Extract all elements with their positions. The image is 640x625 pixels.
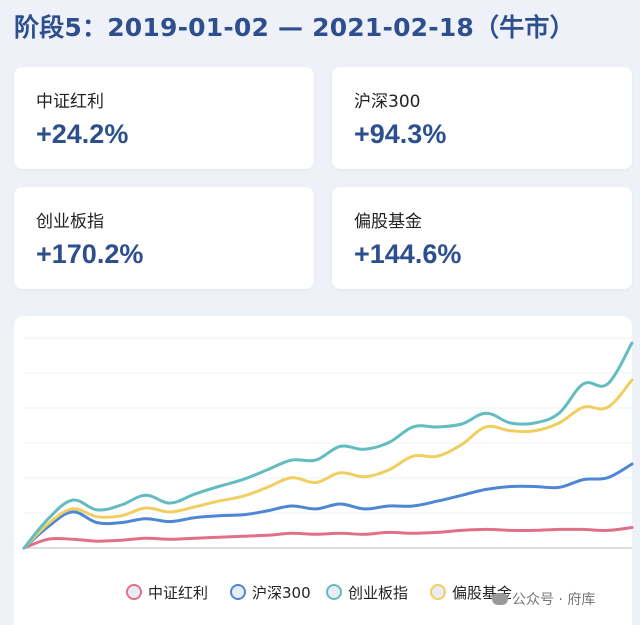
chart-panel: [14, 316, 632, 625]
legend-label: 创业板指: [348, 583, 409, 602]
series-line-2: [22, 341, 634, 550]
page-title: 阶段5：2019-01-02 — 2021-02-18（牛市）: [14, 13, 575, 42]
series-line-3: [22, 378, 634, 550]
stat-card-label: 偏股基金: [354, 212, 422, 232]
stat-card-label: 沪深300: [354, 92, 421, 112]
legend-label: 沪深300: [252, 583, 311, 602]
legend-swatch: [430, 584, 446, 600]
legend-swatch: [326, 584, 342, 600]
watermark-text: 公众号 · 府库: [512, 592, 596, 608]
stat-card-equity-fund: 偏股基金 +144.6%: [332, 187, 632, 289]
legend-label: 中证红利: [148, 583, 209, 602]
wechat-icon: [492, 593, 508, 605]
watermark: 公众号 · 府库: [492, 589, 595, 609]
legend-swatch: [230, 584, 246, 600]
chart-series: [22, 341, 634, 550]
stat-card-csi300: 沪深300 +94.3%: [332, 67, 632, 169]
stat-card-chinext: 创业板指 +170.2%: [14, 187, 314, 289]
stat-card-value: +24.2%: [36, 119, 129, 149]
chart-legend: 中证红利 沪深300 创业板指 偏股基金: [0, 580, 640, 604]
legend-item[interactable]: 创业板指: [326, 580, 408, 604]
legend-item[interactable]: 中证红利: [126, 580, 208, 604]
series-line-1: [22, 462, 634, 550]
legend-swatch: [126, 584, 142, 600]
stat-card-value: +94.3%: [354, 119, 447, 149]
series-line-0: [22, 526, 634, 550]
stat-card-label: 创业板指: [36, 212, 104, 232]
stat-card-label: 中证红利: [36, 92, 104, 112]
stat-card-dividend: 中证红利 +24.2%: [14, 67, 314, 169]
stat-card-value: +170.2%: [36, 239, 144, 269]
stat-card-value: +144.6%: [354, 239, 462, 269]
legend-item[interactable]: 沪深300: [230, 580, 311, 604]
